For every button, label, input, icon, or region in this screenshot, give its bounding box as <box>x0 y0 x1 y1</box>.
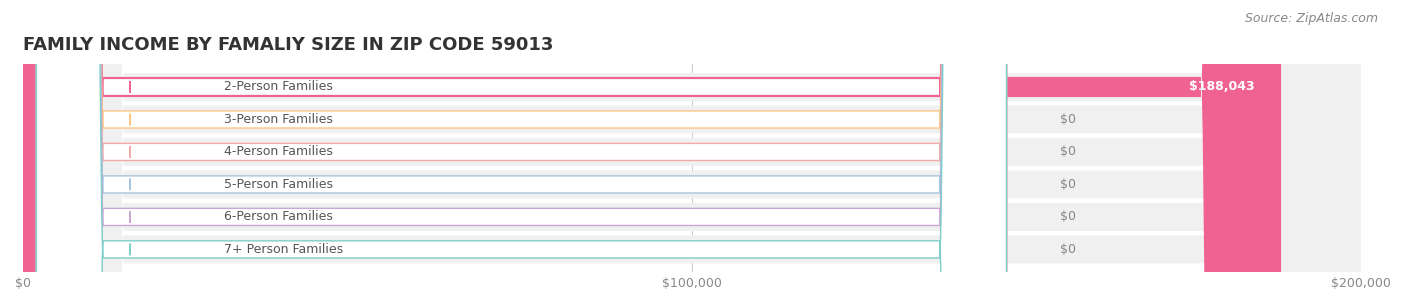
FancyBboxPatch shape <box>22 0 1361 305</box>
FancyBboxPatch shape <box>22 0 1361 305</box>
FancyBboxPatch shape <box>37 0 1007 305</box>
Text: $0: $0 <box>1060 210 1076 224</box>
FancyBboxPatch shape <box>22 0 1361 305</box>
Text: $0: $0 <box>1060 243 1076 256</box>
FancyBboxPatch shape <box>22 0 1361 305</box>
Text: 3-Person Families: 3-Person Families <box>224 113 333 126</box>
FancyBboxPatch shape <box>22 0 1281 305</box>
Text: 4-Person Families: 4-Person Families <box>224 145 333 158</box>
Text: 2-Person Families: 2-Person Families <box>224 81 333 93</box>
Text: 7+ Person Families: 7+ Person Families <box>224 243 343 256</box>
Text: $0: $0 <box>1060 113 1076 126</box>
Text: $0: $0 <box>1060 145 1076 158</box>
FancyBboxPatch shape <box>37 0 1007 305</box>
FancyBboxPatch shape <box>37 0 1007 305</box>
Text: FAMILY INCOME BY FAMALIY SIZE IN ZIP CODE 59013: FAMILY INCOME BY FAMALIY SIZE IN ZIP COD… <box>22 36 554 54</box>
Text: 5-Person Families: 5-Person Families <box>224 178 333 191</box>
FancyBboxPatch shape <box>37 0 1007 305</box>
FancyBboxPatch shape <box>22 0 1361 305</box>
Text: $188,043: $188,043 <box>1188 81 1254 93</box>
FancyBboxPatch shape <box>22 0 1361 305</box>
Text: $0: $0 <box>1060 178 1076 191</box>
Text: Source: ZipAtlas.com: Source: ZipAtlas.com <box>1244 12 1378 25</box>
FancyBboxPatch shape <box>37 0 1007 305</box>
Text: 6-Person Families: 6-Person Families <box>224 210 333 224</box>
FancyBboxPatch shape <box>37 0 1007 305</box>
